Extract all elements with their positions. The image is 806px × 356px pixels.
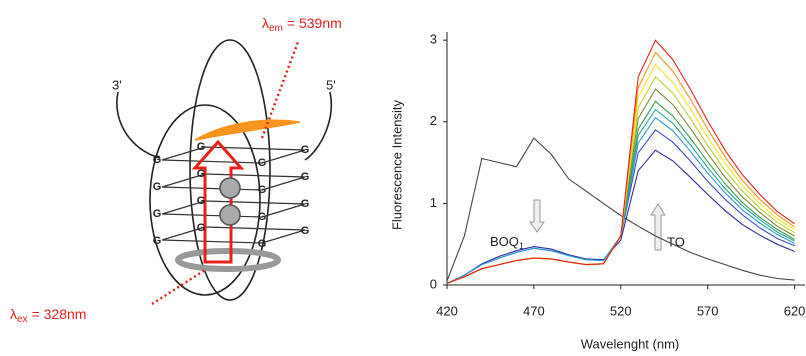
- series-line: [446, 149, 795, 284]
- end-label: 5': [326, 77, 336, 92]
- loop: [149, 104, 261, 296]
- x-tick-label: 420: [436, 303, 458, 318]
- ligand: [219, 204, 241, 226]
- y-tick-label: 0: [430, 276, 437, 291]
- y-tick-label: 3: [430, 32, 437, 47]
- g-label: G: [153, 181, 162, 193]
- g-label: G: [301, 225, 310, 237]
- strand: [304, 91, 333, 161]
- excitation-arrow: [151, 268, 206, 306]
- ligand: [219, 177, 241, 199]
- g-quadruplex-diagram: [116, 39, 333, 306]
- g-label: G: [301, 171, 310, 183]
- loop: [189, 39, 271, 301]
- g-label: G: [197, 222, 206, 234]
- g-label: G: [258, 211, 267, 223]
- emission-label: λem = 539nm: [262, 15, 342, 34]
- g-label: G: [153, 235, 162, 247]
- excitation-ring: [175, 248, 281, 272]
- boq-label: BOQ1: [490, 234, 524, 251]
- g-label: G: [153, 208, 162, 220]
- y-tick-label: 1: [430, 195, 437, 210]
- g-label: G: [258, 184, 267, 196]
- x-axis-label: Wavelenght (nm): [581, 336, 680, 351]
- emission-arrow: [260, 41, 300, 139]
- g-label: G: [258, 157, 267, 169]
- g-label: G: [301, 198, 310, 210]
- to-label: TO: [667, 234, 685, 249]
- x-tick-label: 570: [697, 303, 719, 318]
- g-label: G: [197, 141, 206, 153]
- g-label: G: [153, 154, 162, 166]
- series-line: [446, 129, 795, 284]
- series-line: [446, 137, 795, 282]
- x-tick-label: 470: [523, 303, 545, 318]
- excitation-label: λex = 328nm: [10, 306, 86, 325]
- x-tick-label: 620: [784, 303, 806, 318]
- g-label: G: [301, 144, 310, 156]
- series-line: [446, 116, 795, 284]
- series-line: [446, 39, 795, 284]
- y-axis-label: Fluorescence Intensity: [389, 99, 404, 230]
- up-arrow: [650, 203, 666, 251]
- y-tick-label: 2: [430, 113, 437, 128]
- emission-crescent: [194, 119, 301, 141]
- g-label: G: [197, 168, 206, 180]
- g-label: G: [197, 195, 206, 207]
- tetrads: [161, 146, 306, 244]
- end-label: 3': [112, 77, 122, 92]
- down-arrow: [529, 199, 545, 233]
- g-label: G: [258, 238, 267, 250]
- strand: [116, 91, 161, 159]
- red-arrow: [191, 139, 245, 264]
- x-tick-label: 520: [610, 303, 632, 318]
